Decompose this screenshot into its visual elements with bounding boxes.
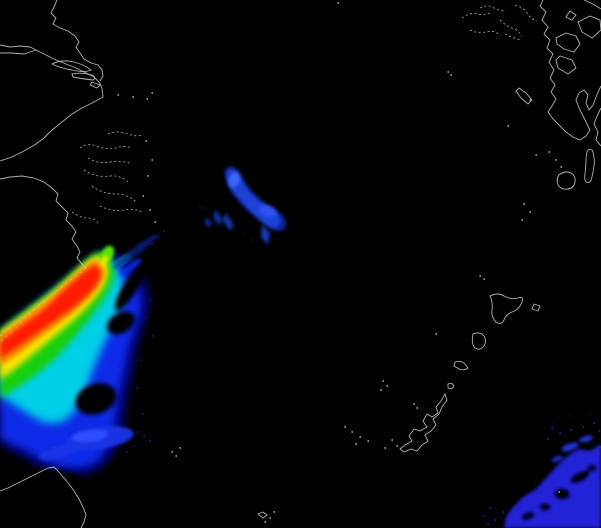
lower-lobe-connector <box>38 443 82 461</box>
kyushu-ryukyu-islet-dots <box>380 71 563 409</box>
chongming-island <box>50 60 92 72</box>
kyushu-east-coastline <box>593 107 601 147</box>
cloud-hole <box>136 338 170 442</box>
corner-cloud-hole <box>539 503 551 511</box>
yoron-island <box>447 382 455 390</box>
corner-cloud-hole <box>587 464 597 472</box>
estuary-islet <box>89 81 101 89</box>
cloud-hole <box>107 311 135 335</box>
koshikijima-islands <box>515 87 533 105</box>
plume-speckles <box>126 230 166 453</box>
zhoushan-archipelago <box>71 131 143 224</box>
corner-cloud-hole <box>521 511 535 521</box>
corner-cloud-hole <box>554 488 570 500</box>
corner-base <box>504 444 601 528</box>
plume-tip-yellow-blob <box>100 255 108 267</box>
amakusa-island-south <box>555 55 577 75</box>
kyushu-corner-coast <box>583 0 601 10</box>
offshore-chevron <box>222 213 234 231</box>
corner-cloud-hole <box>570 470 590 484</box>
kyushu-west-coastline <box>539 0 591 141</box>
corner-streak <box>561 442 579 452</box>
offshore-chevron <box>204 217 212 228</box>
amakusa-island-north <box>555 32 581 53</box>
offshore-chevron <box>213 209 222 226</box>
kerama-senkaku-islet-dots <box>264 426 399 523</box>
okinawa-island <box>399 392 448 453</box>
corner-speckles-faint <box>552 413 592 423</box>
lower-blue-lobe-bright <box>72 429 108 443</box>
senkaku-islet <box>257 511 268 519</box>
offshore-bright-body <box>259 205 277 217</box>
northeast-faint-streak <box>113 233 159 269</box>
sea-islet-dots-north <box>117 2 340 223</box>
small-isle-nagasaki <box>565 10 577 21</box>
estuary-island <box>71 72 96 81</box>
cloud-hole <box>0 470 80 510</box>
shimabara-peninsula <box>577 15 601 39</box>
coastal-sediment-plume <box>0 245 149 475</box>
cloud-hole <box>114 265 146 311</box>
fujian-coast-under-plume <box>0 291 56 343</box>
tanegashima-island <box>584 148 595 184</box>
corner-patch-speckles <box>483 413 601 525</box>
cloud-hole <box>75 383 117 415</box>
kakeroma-island <box>531 303 541 312</box>
kagoshima-bay <box>575 85 601 131</box>
yangtze-river-north-bank <box>0 44 37 51</box>
misc-islet-dots <box>171 447 182 457</box>
amami-oshima-island <box>489 293 523 325</box>
offshore-speckles <box>198 205 254 241</box>
tokunoshima-island <box>471 332 486 350</box>
corner-streak <box>579 435 593 443</box>
corner-blue-patch <box>504 435 601 528</box>
plume-band-red <box>0 265 100 358</box>
corner-streak <box>551 455 563 463</box>
offshore-bright-head <box>228 172 240 188</box>
jiangsu-coastline <box>50 0 104 82</box>
plume-tip-blue-streak <box>120 258 142 276</box>
taiwan-north-coast <box>0 466 87 528</box>
zhejiang-coast-under-plume <box>0 267 87 337</box>
corner-speckles <box>483 422 601 525</box>
cloud-mask-holes <box>0 227 170 510</box>
goto-islands <box>461 4 538 41</box>
plume-outer-streaks <box>38 230 166 461</box>
offshore-blue-patch <box>198 166 287 245</box>
okinoerabu-island <box>453 360 469 371</box>
hangzhou-bay-south-shore <box>0 175 87 269</box>
yangtze-river-south-bank <box>0 49 37 55</box>
cloud-hole <box>48 227 96 259</box>
yakushima-island <box>556 171 576 190</box>
offshore-tail <box>261 225 270 245</box>
hangzhou-bay-north-shore <box>0 96 104 162</box>
